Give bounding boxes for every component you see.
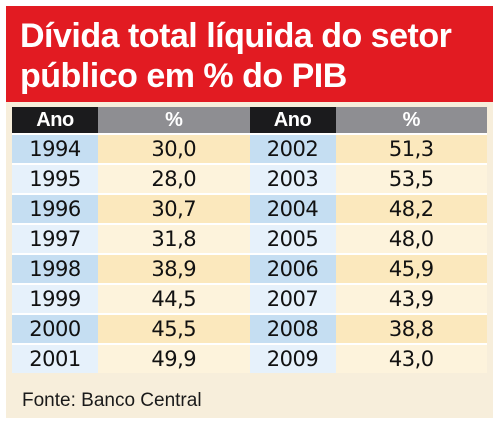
year-right-cell: 2004 [249,193,336,223]
column-header-pct-left: % [98,107,250,133]
value-left-cell: 30,7 [98,193,250,223]
value-left-cell: 45,5 [98,313,250,343]
value-right-cell: 53,5 [335,163,487,193]
value-right-cell: 48,2 [335,193,487,223]
value-right-cell: 51,3 [335,133,487,163]
value-right-cell: 38,8 [335,313,487,343]
value-left-cell: 28,0 [98,163,250,193]
column-header-ano-right: Ano [249,107,336,133]
value-right-cell: 48,0 [335,223,487,253]
year-right-cell: 2008 [249,313,336,343]
year-left-cell: 2000 [12,313,98,343]
data-table: Ano % Ano % 1994 30,0 2002 51,3 1995 28,0 2003… [12,107,487,373]
value-left-cell: 44,5 [98,283,250,313]
value-left-cell: 49,9 [98,343,250,373]
year-right-cell: 2007 [249,283,336,313]
value-left-cell: 38,9 [98,253,250,283]
table-row: 1997 31,8 2005 48,0 [12,223,487,253]
column-header-ano-left: Ano [12,107,98,133]
year-left-cell: 1996 [12,193,98,223]
title-line-1: Dívida total líquida do setor [20,17,452,55]
table-row: 2000 45,5 2008 38,8 [12,313,487,343]
value-right-cell: 45,9 [335,253,487,283]
title-line-2: público em % do PIB [20,57,347,95]
year-left-cell: 2001 [12,343,98,373]
table-header-row: Ano % Ano % [12,107,487,133]
chart-frame: Dívida total líquida do setor público em… [6,6,493,418]
table-row: 1998 38,9 2006 45,9 [12,253,487,283]
year-left-cell: 1997 [12,223,98,253]
year-left-cell: 1994 [12,133,98,163]
table-row: 1999 44,5 2007 43,9 [12,283,487,313]
value-left-cell: 30,0 [98,133,250,163]
table-row: 2001 49,9 2009 43,0 [12,343,487,373]
table-row: 1994 30,0 2002 51,3 [12,133,487,163]
year-left-cell: 1998 [12,253,98,283]
table-row: 1995 28,0 2003 53,5 [12,163,487,193]
year-right-cell: 2005 [249,223,336,253]
year-left-cell: 1999 [12,283,98,313]
chart-header: Dívida total líquida do setor público em… [6,6,493,102]
table-row: 1996 30,7 2004 48,2 [12,193,487,223]
value-left-cell: 31,8 [98,223,250,253]
year-left-cell: 1995 [12,163,98,193]
column-header-pct-right: % [335,107,487,133]
year-right-cell: 2003 [249,163,336,193]
value-right-cell: 43,0 [335,343,487,373]
year-right-cell: 2002 [249,133,336,163]
year-right-cell: 2009 [249,343,336,373]
year-right-cell: 2006 [249,253,336,283]
source-note: Fonte: Banco Central [22,390,202,411]
value-right-cell: 43,9 [335,283,487,313]
